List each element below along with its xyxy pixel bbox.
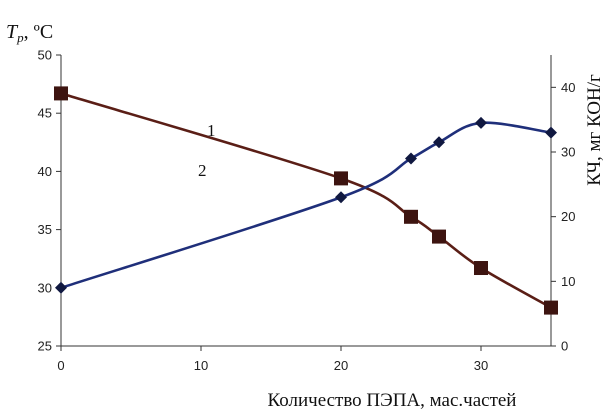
series-1-point	[544, 300, 558, 315]
series-2-point	[335, 191, 347, 204]
x-tick-label: 10	[194, 358, 208, 373]
series-2-point	[433, 136, 445, 149]
series-1-point	[474, 261, 488, 276]
series-1-point	[54, 86, 68, 101]
series-2-point	[475, 116, 487, 129]
y-right-tick-label: 30	[561, 145, 575, 160]
chart-axes: 25 30 35 40 45 50 0 10 20 30 40 0 10 20 30	[38, 48, 576, 374]
y-left-tick-label: 30	[38, 280, 52, 295]
chart-series	[54, 86, 558, 315]
x-tick-label: 20	[334, 358, 348, 373]
y-right-tick-label: 0	[561, 339, 568, 354]
y-right-tick-label: 10	[561, 274, 575, 289]
y-left-tick-label: 40	[38, 164, 52, 179]
y-right-tick-label: 40	[561, 80, 575, 95]
chart-labels: Tp, ºC КЧ, мг КОН/г Количество ПЭПА, мас…	[6, 21, 605, 411]
y-right-tick-label: 20	[561, 209, 575, 224]
series-1-point	[334, 171, 348, 186]
y-left-axis-title-main: T	[6, 21, 19, 43]
series-2-point	[545, 126, 557, 139]
x-tick-label: 30	[474, 358, 488, 373]
curve-label-2: 2	[198, 161, 207, 180]
series-1-line	[60, 92, 552, 309]
y-left-tick-label: 35	[38, 222, 52, 237]
y-left-axis-title-unit: , ºC	[24, 21, 54, 43]
curve-label-1: 1	[207, 121, 216, 140]
series-2-point	[405, 152, 417, 165]
series-1-point	[404, 209, 418, 224]
y-right-axis-title: КЧ, мг КОН/г	[584, 74, 605, 186]
y-left-axis-title-sub: p	[16, 30, 24, 45]
y-left-tick-label: 45	[38, 106, 52, 121]
y-left-tick-label: 50	[38, 48, 52, 63]
y-left-axis-title: Tp, ºC	[6, 21, 53, 45]
y-left-tick-label: 25	[38, 339, 52, 354]
series-2-point	[55, 281, 67, 294]
series-1-point	[432, 229, 446, 244]
x-axis-title: Количество ПЭПА, мас.частей	[268, 390, 517, 411]
x-tick-label: 0	[57, 358, 64, 373]
